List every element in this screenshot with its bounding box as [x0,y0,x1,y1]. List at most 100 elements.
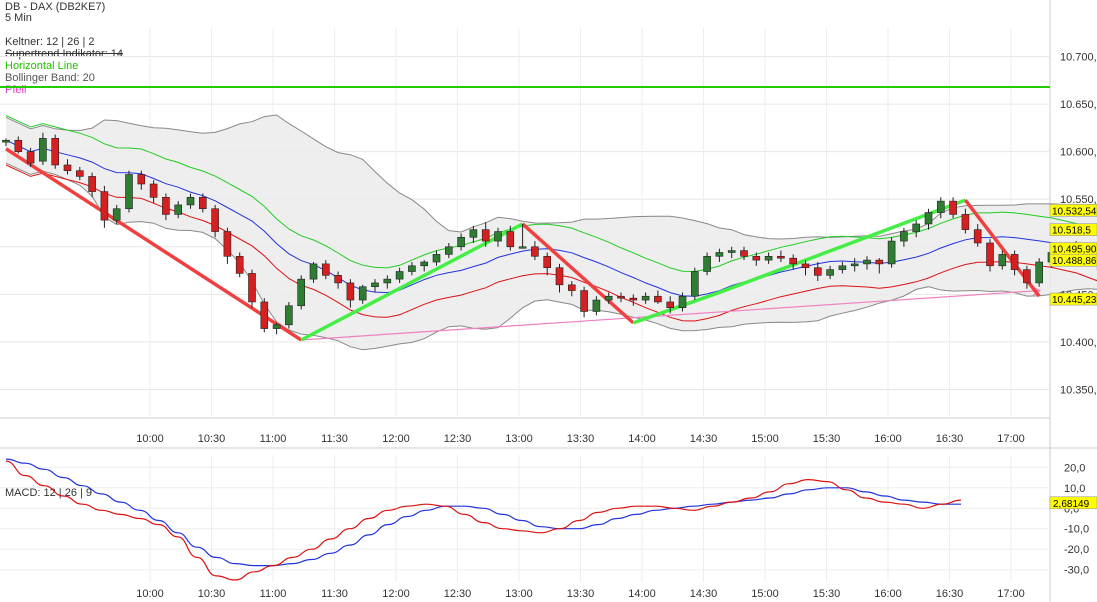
x-tick-label: 16:00 [874,433,902,445]
candle [51,134,60,169]
candle [334,271,342,289]
y-tick-label: 10.550, [1060,194,1097,206]
candle-body [223,231,232,257]
candle [358,284,367,304]
x-tick-label-macd: 15:30 [813,588,841,600]
candle [555,263,564,293]
x-tick-label-macd: 14:30 [690,588,718,600]
candle [703,252,711,276]
price-tag-label: 10.532,54 [1052,206,1097,217]
x-tick-label-macd: 11:00 [260,588,287,600]
candle [14,136,23,154]
price-tag-label: 10.495,90 [1052,245,1097,256]
candle-body [592,299,601,312]
price-tag: 10.488,86 [1049,253,1097,267]
candle [567,281,576,297]
candle [39,132,47,165]
price-tag: 10.518,5 [1049,223,1097,237]
candle [715,248,724,262]
candle [137,170,146,190]
candle [531,241,539,261]
price-tag-label: 10.445,23 [1052,295,1097,306]
candle [580,286,588,318]
candle-body [764,255,773,261]
candle [408,262,416,276]
candle [26,147,35,167]
candle-body [531,246,539,257]
candle [912,220,921,238]
candle [875,258,884,274]
candle-body [309,263,318,280]
candle-body [358,286,367,301]
candle [617,292,625,302]
candle [752,252,761,266]
candle-body [432,254,441,263]
candle-body [961,214,970,230]
candle-body [100,191,109,221]
macd-y-tick-label: 10,0 [1064,483,1085,495]
candle [63,159,72,175]
candle-body [690,271,699,297]
macd-series-line [5,458,961,567]
candle [125,170,133,213]
candle-body [715,252,724,257]
candle-body [912,223,921,232]
candle [272,322,281,335]
candle [543,252,552,276]
x-tick-label: 15:30 [813,433,841,445]
price-tag-bg [1049,292,1097,306]
candle [76,166,84,181]
price-tag: 10.445,23 [1049,292,1097,306]
axis-labels: 10.350,10.400,10.450,10.500,10.550,10.60… [136,52,1097,600]
candle-body [174,204,182,215]
chart-title: DB - DAX (DB2KE7) [5,1,106,13]
candle-body [285,305,293,326]
candle [666,296,675,314]
x-tick-label-macd: 11:30 [321,588,348,600]
candle-body [629,297,638,301]
candle-body [334,275,342,284]
candle-body [789,257,798,265]
candle-body [924,212,933,225]
bollinger-band-area [5,114,1097,351]
candle-body [543,255,552,269]
candle-body [51,138,60,166]
x-tick-label: 13:00 [505,433,533,445]
candle [481,222,490,247]
macd-signal-line [5,460,962,581]
trend-line-red [521,222,635,325]
candle [727,246,736,259]
bollinger-upper [5,114,1097,240]
x-tick-label: 14:30 [690,433,718,445]
y-tick-label: 10.650, [1060,99,1097,111]
legend-supertrend[interactable]: Supertrend Indikator: 14 [5,48,124,60]
candle [740,246,748,261]
candle [100,185,109,228]
candle-body [199,197,207,210]
legend-keltner[interactable]: Keltner: 12 | 26 | 2 [5,36,95,48]
candle-body [444,246,453,255]
x-tick-label: 10:30 [198,433,226,445]
candle-body [125,174,133,210]
legend-pfeil[interactable]: Pfeil [5,84,27,96]
candle-body [752,255,761,261]
macd-y-tick-label: -30,0 [1064,565,1089,577]
candle [949,197,957,219]
legend-bollinger[interactable]: Bollinger Band: 20 [5,72,95,84]
candle [986,239,994,272]
candle [186,193,195,209]
macd-y-tick-label: -20,0 [1064,544,1089,556]
x-tick-label: 10:00 [136,433,164,445]
candle [1010,250,1019,276]
candle [174,201,182,219]
candle [469,225,478,243]
legend-horizontal-line[interactable]: Horizontal Line [5,60,79,72]
candle [506,225,515,251]
candle-body [900,231,908,242]
candle [420,260,429,272]
pfeil-arrow [301,289,1041,341]
candle [826,265,834,280]
candle-body [321,263,330,276]
